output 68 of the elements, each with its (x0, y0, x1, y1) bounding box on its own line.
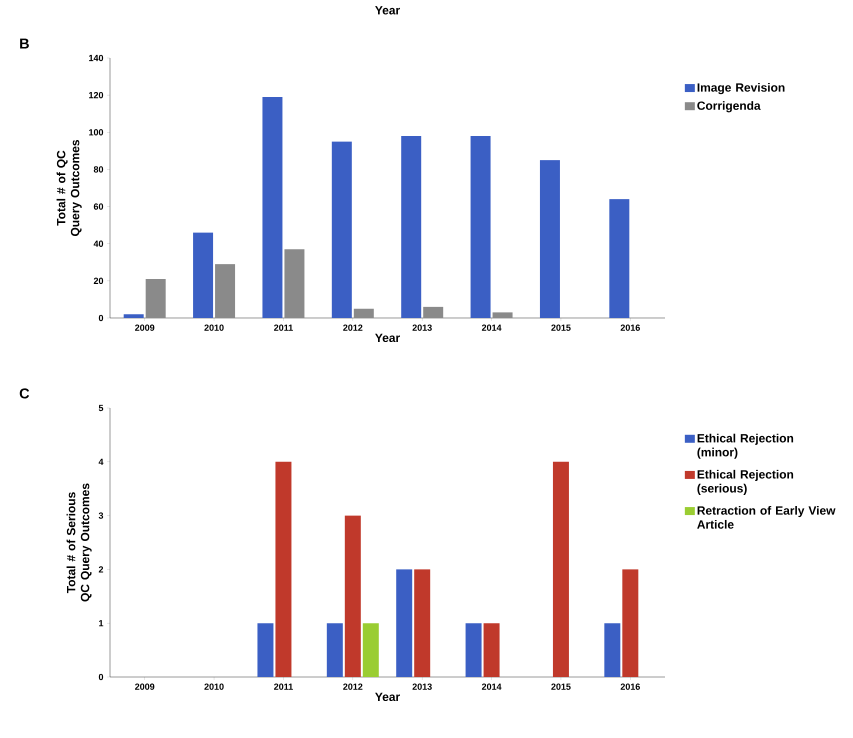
y-tick-label: 140 (89, 54, 104, 62)
bar (362, 623, 379, 677)
x-tick-label: 2013 (412, 324, 432, 331)
bar (193, 232, 214, 318)
bar (414, 569, 430, 677)
x-tick-label: 2016 (620, 684, 640, 690)
bar (484, 623, 500, 677)
x-tick-label: 2014 (482, 324, 502, 331)
bar (396, 569, 412, 677)
bar (609, 199, 630, 318)
bar (344, 516, 361, 677)
y-tick-label: 0 (98, 674, 104, 680)
text: Year (375, 6, 400, 14)
bar (622, 569, 638, 677)
y-tick-label: 1 (99, 620, 104, 626)
bar (332, 142, 352, 318)
bar (492, 312, 513, 318)
y-tick-label: 80 (94, 166, 104, 173)
legend-label: Ethical Rejection (serious) (697, 470, 794, 495)
x-tick-label: 2014 (482, 684, 502, 690)
x-tick-label: 2016 (620, 324, 640, 331)
bar (275, 462, 292, 677)
legend-label: Image Revision (698, 82, 784, 94)
bar (354, 308, 374, 318)
bar (423, 306, 444, 318)
chart-title: B (20, 38, 29, 48)
x-tick-label: 2009 (135, 684, 154, 690)
y-tick-label: 2 (98, 566, 104, 573)
bar (124, 314, 144, 318)
x-tick-label: 2013 (412, 684, 432, 690)
y-tick-label: 100 (89, 129, 104, 136)
x-axis-title: Year (375, 692, 400, 702)
y-tick-label: 20 (94, 278, 104, 284)
bar (552, 462, 569, 677)
y-axis-title: Total # of QC Query Outcomes (56, 140, 82, 236)
x-axis-title: Year (375, 334, 400, 342)
x-tick-label: 2011 (274, 324, 293, 331)
bar (215, 264, 236, 318)
bar (262, 96, 282, 318)
x-tick-label: 2009 (135, 324, 154, 331)
y-tick-label: 60 (94, 203, 104, 210)
bar (540, 160, 560, 318)
x-tick-label: 2012 (343, 684, 362, 690)
x-tick-label: 2010 (204, 684, 224, 690)
y-tick-label: 120 (89, 92, 104, 98)
bar (257, 623, 274, 677)
bar (470, 136, 491, 318)
chart-title: C (20, 388, 30, 399)
y-tick-label: 0 (98, 314, 104, 322)
legend-label: Ethical Rejection (minor) (697, 434, 794, 459)
y-tick-label: 5 (98, 404, 104, 412)
x-tick-label: 2015 (551, 324, 571, 331)
y-axis-title: Total # of Serious QC Query Outcomes (66, 484, 92, 602)
bar (604, 623, 620, 677)
x-tick-label: 2015 (551, 684, 571, 690)
y-tick-label: 4 (98, 458, 104, 465)
x-tick-label: 2011 (274, 684, 293, 690)
bar (284, 249, 304, 318)
legend-label: Retraction of Early View Article (697, 506, 836, 529)
y-tick-label: 40 (94, 240, 104, 247)
x-tick-label: 2012 (343, 324, 362, 331)
bar (466, 623, 482, 677)
x-tick-label: 2010 (204, 324, 224, 331)
bar (326, 623, 343, 677)
legend-label: Corrigenda (697, 101, 761, 112)
y-tick-label: 3 (98, 512, 104, 519)
bar (146, 278, 166, 318)
bar (401, 136, 422, 318)
